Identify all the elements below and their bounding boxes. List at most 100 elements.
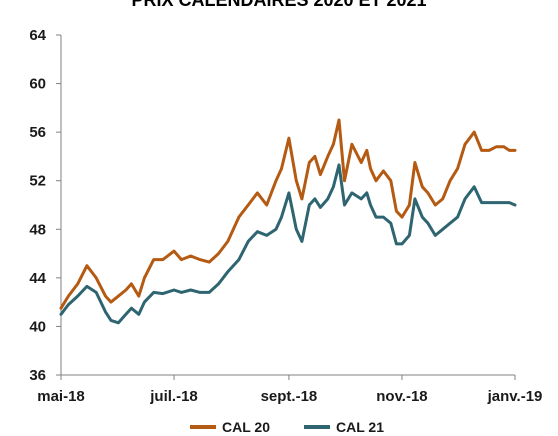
data-point bbox=[208, 291, 211, 294]
data-point bbox=[473, 130, 476, 134]
y-tick-label: 52 bbox=[29, 173, 46, 190]
data-point bbox=[295, 228, 298, 231]
data-point bbox=[198, 291, 202, 294]
x-tick-label: juil.-18 bbox=[149, 388, 198, 405]
data-point bbox=[408, 203, 411, 207]
y-tick-label: 56 bbox=[29, 124, 46, 141]
data-point bbox=[374, 215, 378, 219]
data-point bbox=[350, 143, 354, 146]
y-tick-label: 36 bbox=[29, 367, 46, 384]
data-point bbox=[217, 252, 220, 255]
data-point bbox=[480, 149, 483, 152]
data-point bbox=[130, 282, 133, 286]
data-point bbox=[180, 258, 183, 261]
data-point bbox=[85, 285, 89, 288]
data-point bbox=[300, 240, 304, 243]
data-point bbox=[247, 240, 250, 243]
data-point bbox=[85, 264, 89, 267]
data-point bbox=[319, 206, 322, 209]
data-point bbox=[161, 292, 165, 295]
x-tick-label: mai-18 bbox=[37, 388, 85, 405]
data-point bbox=[137, 294, 140, 298]
data-point bbox=[109, 300, 113, 304]
data-point bbox=[287, 191, 291, 195]
data-point bbox=[59, 307, 63, 310]
x-tick-label: janv.-19 bbox=[487, 388, 543, 405]
data-point bbox=[265, 203, 268, 207]
data-point bbox=[337, 118, 341, 122]
data-point bbox=[274, 179, 278, 182]
data-point bbox=[161, 258, 165, 261]
data-point bbox=[226, 270, 229, 273]
legend: CAL 20 CAL 21 bbox=[190, 419, 384, 435]
data-point bbox=[117, 294, 120, 298]
data-point bbox=[247, 203, 250, 207]
data-point bbox=[508, 201, 511, 204]
data-point bbox=[300, 197, 304, 201]
data-point bbox=[104, 294, 107, 298]
data-point bbox=[441, 197, 444, 201]
data-point bbox=[448, 222, 452, 225]
data-point bbox=[67, 303, 70, 306]
data-point bbox=[237, 258, 241, 261]
data-point bbox=[389, 222, 392, 225]
data-point bbox=[326, 197, 329, 201]
data-point bbox=[104, 310, 107, 314]
data-point bbox=[400, 215, 404, 219]
data-point bbox=[463, 197, 467, 201]
data-point bbox=[172, 288, 176, 292]
y-tick-label: 64 bbox=[29, 27, 46, 44]
data-point bbox=[502, 201, 506, 204]
data-point bbox=[513, 203, 517, 207]
data-point bbox=[382, 169, 385, 173]
data-point bbox=[208, 260, 211, 264]
data-point bbox=[421, 185, 424, 188]
data-point bbox=[287, 137, 291, 140]
data-point bbox=[143, 300, 146, 304]
data-point bbox=[365, 149, 368, 152]
data-point bbox=[413, 161, 417, 164]
data-point bbox=[495, 201, 498, 204]
data-point bbox=[382, 215, 385, 219]
data-point bbox=[487, 149, 491, 152]
data-point bbox=[59, 313, 63, 316]
data-point bbox=[434, 234, 437, 237]
data-point bbox=[308, 203, 311, 207]
data-point bbox=[217, 282, 220, 286]
data-point bbox=[395, 209, 398, 213]
data-point bbox=[395, 242, 398, 246]
data-point bbox=[95, 276, 98, 280]
y-tick-label: 44 bbox=[29, 270, 46, 287]
data-point bbox=[426, 191, 430, 195]
chart-title: PRIX CALENDAIRES 2020 ET 2021 bbox=[131, 0, 426, 10]
data-point bbox=[109, 319, 113, 322]
data-point bbox=[343, 179, 346, 182]
data-point bbox=[408, 234, 411, 237]
data-point bbox=[76, 294, 79, 298]
data-point bbox=[265, 234, 268, 237]
data-point bbox=[369, 167, 372, 170]
data-point bbox=[350, 191, 354, 195]
data-point bbox=[495, 145, 498, 148]
data-point bbox=[374, 179, 378, 182]
data-point bbox=[313, 197, 317, 201]
legend-label: CAL 20 bbox=[222, 419, 270, 435]
data-point bbox=[473, 185, 476, 188]
data-point bbox=[337, 163, 341, 167]
y-tick-label: 40 bbox=[29, 318, 46, 335]
data-point bbox=[137, 313, 140, 316]
data-point bbox=[152, 291, 155, 294]
data-point bbox=[256, 230, 259, 233]
data-point bbox=[434, 203, 437, 207]
series-line-1 bbox=[59, 118, 517, 310]
data-point bbox=[172, 249, 176, 253]
data-point bbox=[508, 149, 511, 152]
data-point bbox=[487, 201, 491, 204]
data-point bbox=[237, 215, 241, 219]
legend-label: CAL 21 bbox=[336, 419, 384, 435]
data-point bbox=[463, 143, 467, 146]
data-point bbox=[326, 155, 329, 158]
axes: 36 40 44 48 52 56 60 64 mai-18 juil.-18 sept.-18 no… bbox=[29, 27, 542, 405]
data-point bbox=[295, 179, 298, 182]
data-point bbox=[360, 161, 363, 164]
